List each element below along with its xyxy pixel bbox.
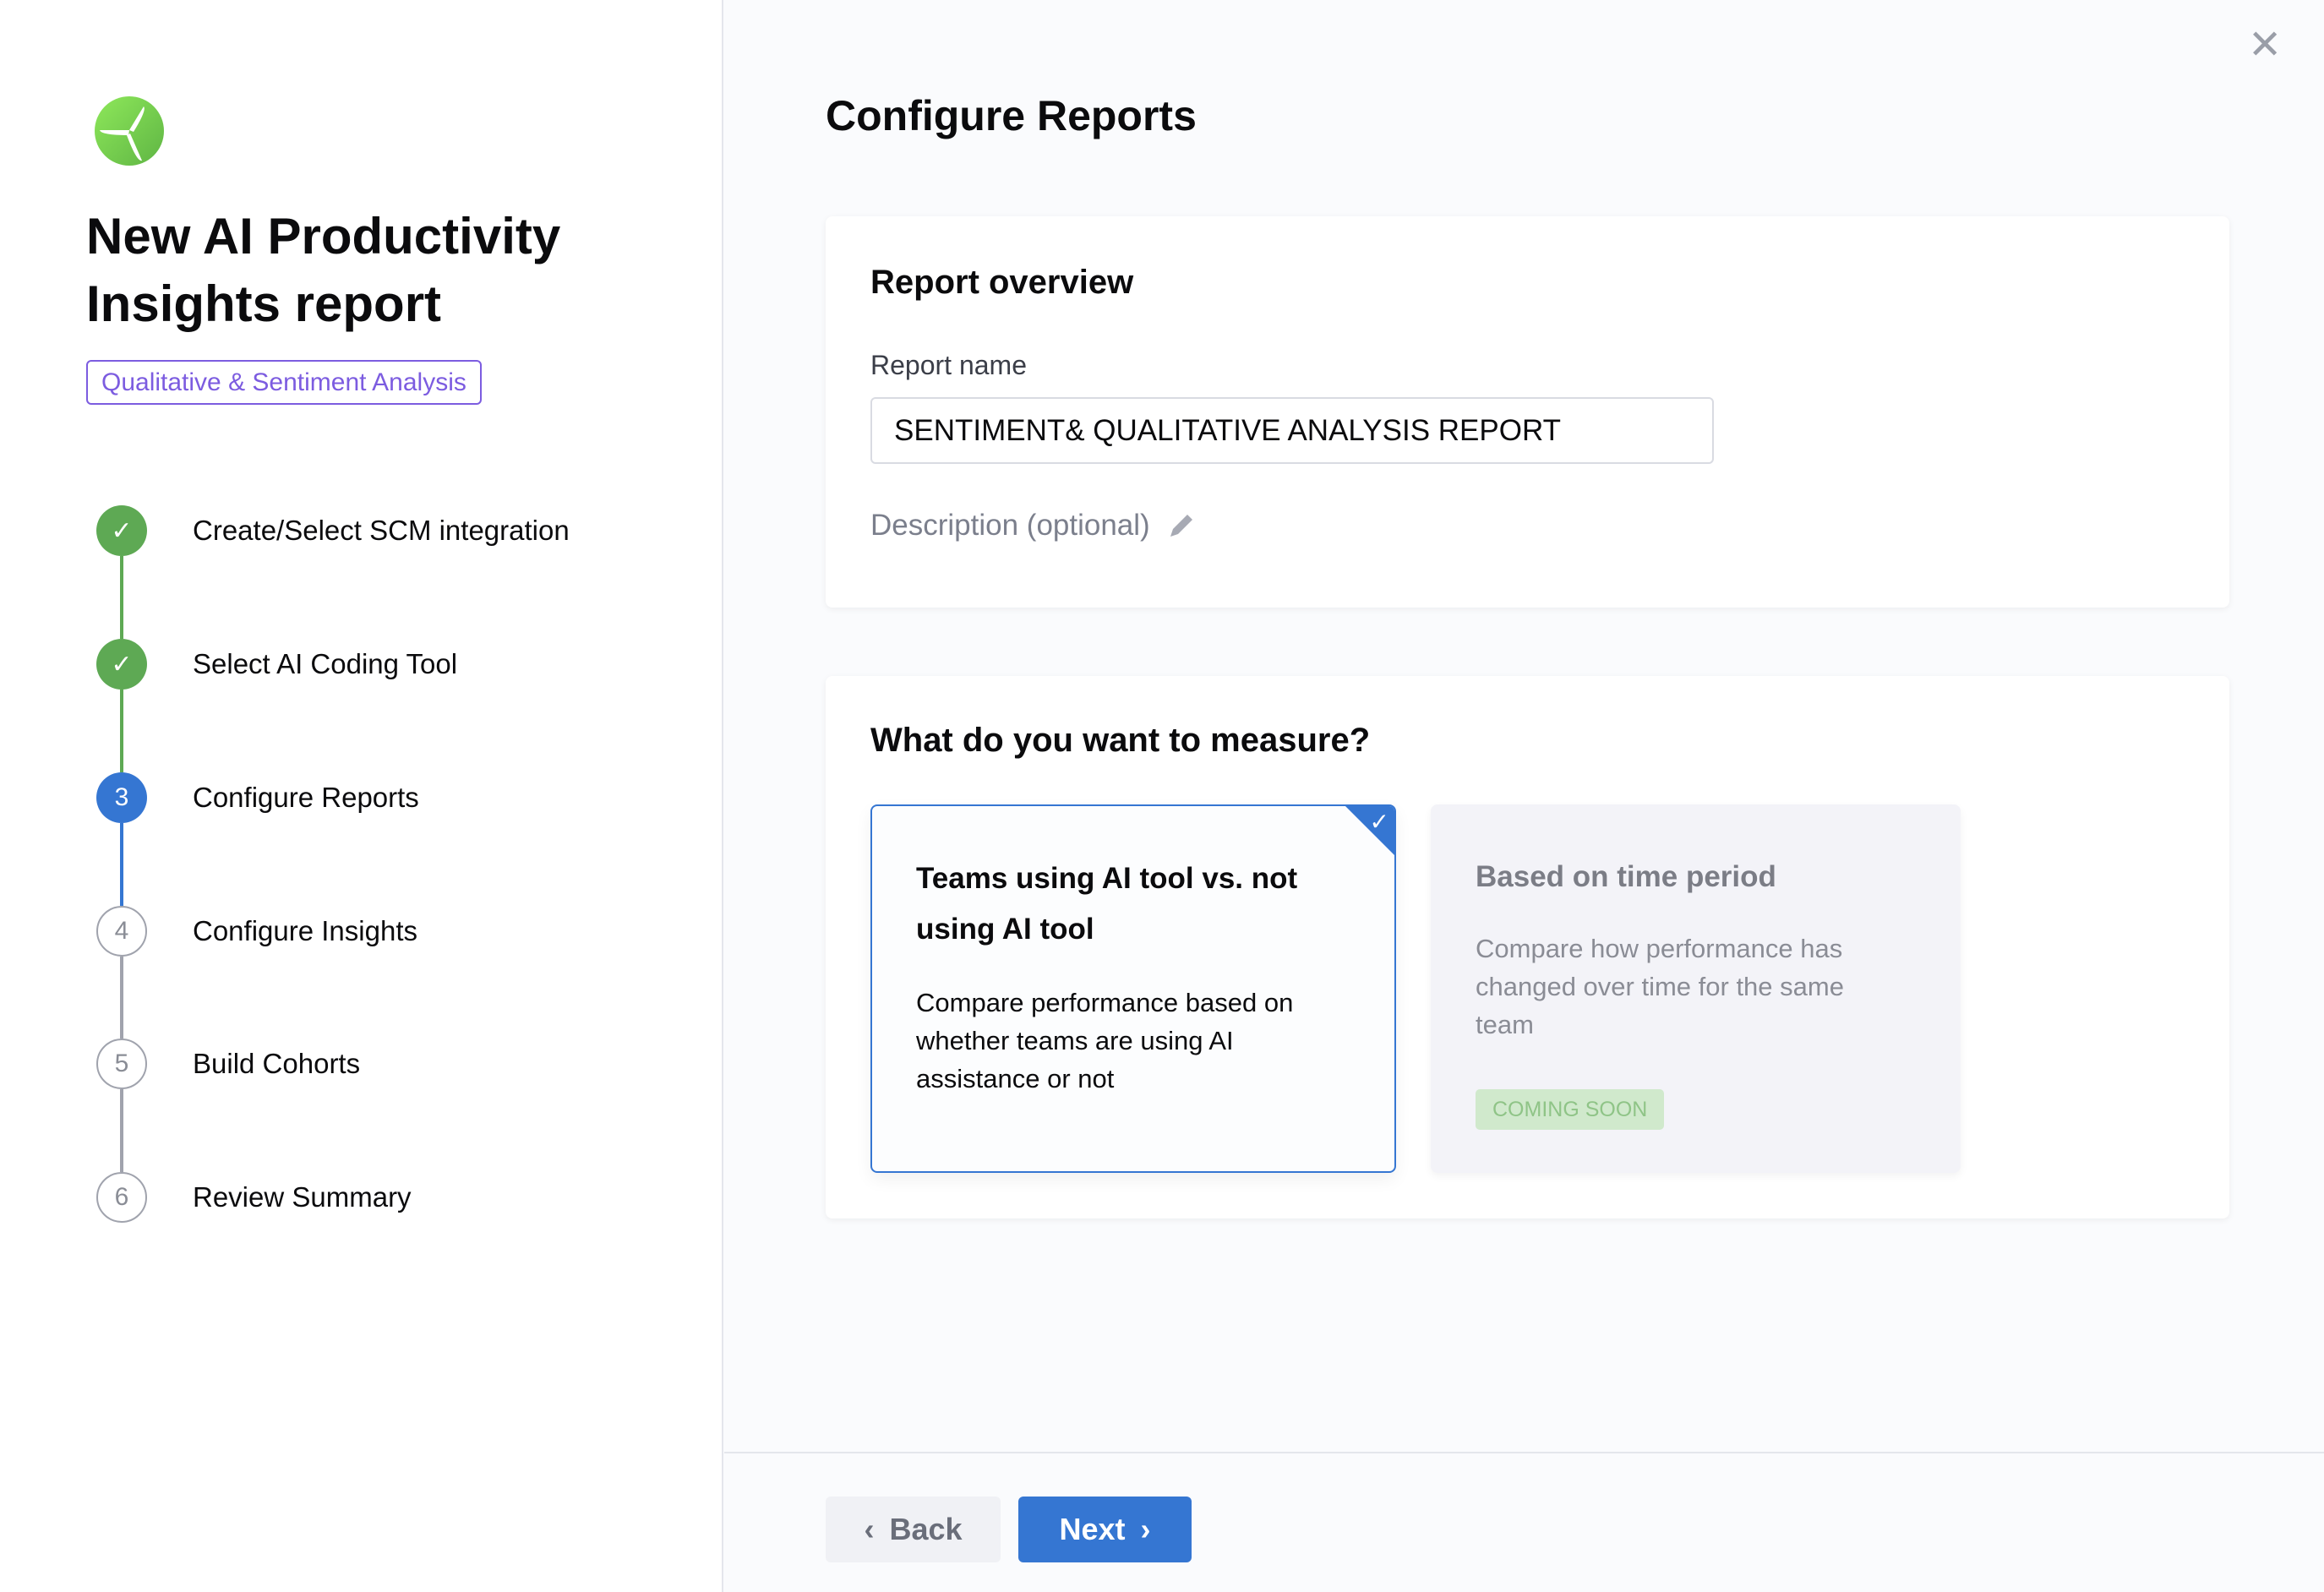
next-button[interactable]: Next ›: [1018, 1497, 1192, 1562]
step-connector: [120, 957, 123, 1039]
step-4: 4 Configure Insights: [96, 906, 688, 957]
step-connector: [120, 556, 123, 639]
next-label: Next: [1059, 1512, 1126, 1546]
chevron-right-icon: ›: [1140, 1512, 1151, 1546]
option-description: Compare how performance has changed over…: [1476, 934, 1844, 1039]
option-time-period: Based on time period Compare how perform…: [1431, 804, 1961, 1173]
option-description: Compare performance based on whether tea…: [916, 988, 1294, 1093]
option-title: Based on time period: [1476, 860, 1776, 893]
report-title: New AI Productivity Insights report: [86, 208, 561, 332]
back-button[interactable]: ‹ Back: [826, 1497, 1001, 1562]
step-6: 6 Review Summary: [96, 1172, 688, 1223]
step-connector: [120, 823, 123, 906]
report-type-badge: Qualitative & Sentiment Analysis: [86, 360, 482, 405]
check-icon: ✓: [1369, 809, 1389, 835]
step-number: 4: [96, 906, 147, 957]
pencil-icon[interactable]: [1167, 511, 1196, 540]
step-2[interactable]: ✓ Select AI Coding Tool: [96, 639, 688, 690]
option-ai-vs-non-ai[interactable]: ✓ Teams using AI tool vs. not using AI t…: [870, 804, 1396, 1173]
check-icon: ✓: [96, 505, 147, 556]
step-label: Select AI Coding Tool: [193, 648, 458, 679]
report-name-label: Report name: [870, 350, 1027, 380]
step-number: 3: [96, 772, 147, 823]
option-title: Teams using AI tool vs. not using AI too…: [916, 862, 1298, 946]
chevron-left-icon: ‹: [864, 1512, 875, 1546]
section-heading: What do you want to measure?: [870, 722, 1371, 759]
logo-icon: [95, 96, 164, 166]
coming-soon-badge: COMING SOON: [1476, 1089, 1665, 1130]
step-label: Create/Select SCM integration: [193, 515, 570, 546]
step-number: 6: [96, 1172, 147, 1223]
selected-corner: [1344, 806, 1394, 857]
wizard-sidebar: New AI Productivity Insights report Qual…: [0, 0, 723, 1592]
section-heading: Report overview: [870, 264, 1134, 301]
step-connector: [120, 1089, 123, 1172]
description-label: Description (optional): [870, 509, 1150, 542]
step-label: Build Cohorts: [193, 1048, 361, 1079]
footer-divider: [724, 1452, 2324, 1453]
check-icon: ✓: [96, 639, 147, 690]
step-label: Configure Insights: [193, 915, 417, 946]
report-overview-card: Report overview Report name SENTIMENT& Q…: [826, 216, 2229, 608]
step-1[interactable]: ✓ Create/Select SCM integration: [96, 505, 688, 556]
page-title: Configure Reports: [826, 92, 1197, 139]
step-number: 5: [96, 1039, 147, 1089]
description-field[interactable]: Description (optional): [870, 509, 1196, 542]
step-3[interactable]: 3 Configure Reports: [96, 772, 688, 823]
step-label: Review Summary: [193, 1181, 412, 1213]
step-5: 5 Build Cohorts: [96, 1039, 688, 1089]
report-name-input[interactable]: SENTIMENT& QUALITATIVE ANALYSIS REPORT: [870, 397, 1714, 464]
back-label: Back: [889, 1512, 963, 1546]
step-label: Configure Reports: [193, 782, 419, 813]
measure-card: What do you want to measure? ✓ Teams usi…: [826, 676, 2229, 1219]
close-icon[interactable]: ✕: [2248, 23, 2283, 68]
step-connector: [120, 690, 123, 772]
